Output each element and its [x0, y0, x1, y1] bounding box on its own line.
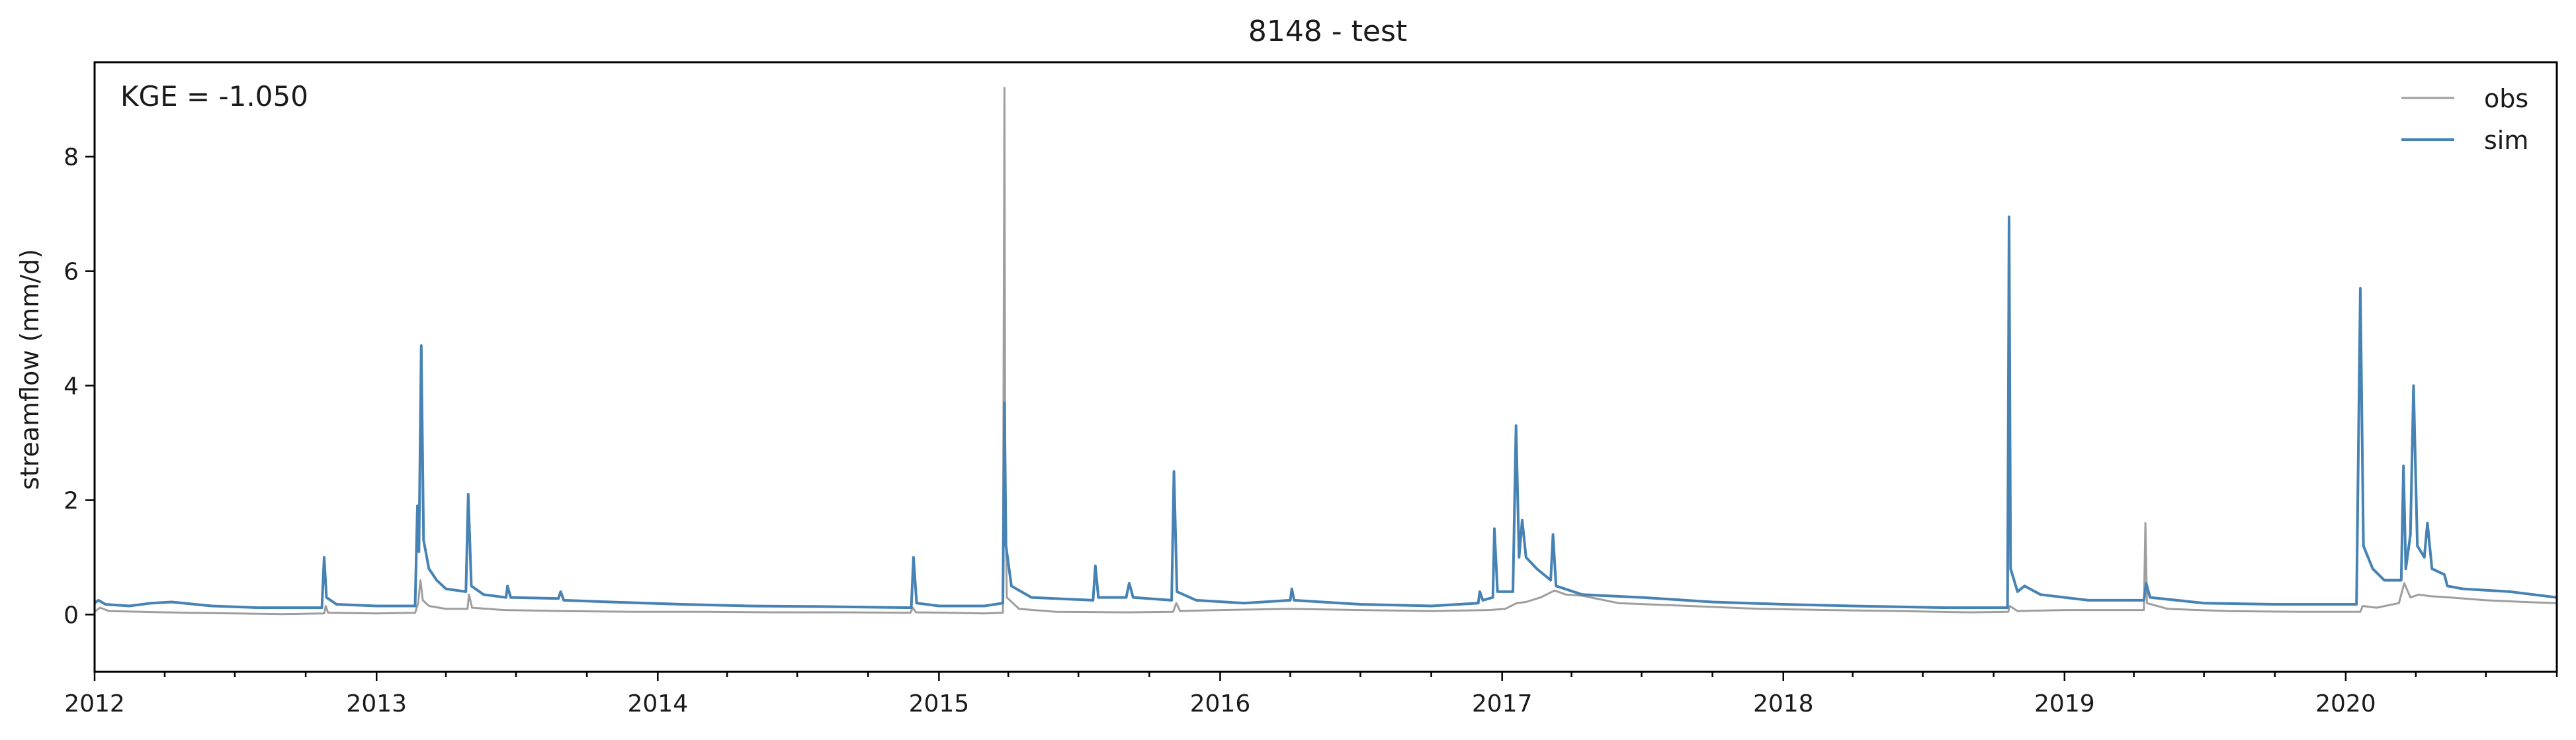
plot-frame [93, 61, 2558, 673]
legend-label-sim: sim [2484, 126, 2528, 155]
x-tick-label: 2015 [909, 690, 970, 717]
y-tick-label: 2 [64, 488, 79, 515]
y-tick-label: 4 [64, 373, 79, 400]
x-tick-label: 2019 [2034, 690, 2095, 717]
legend: obs sim [2401, 84, 2528, 155]
kge-annotation: KGE = -1.050 [120, 80, 308, 113]
y-axis-ticks: 0 2 4 6 8 [64, 144, 95, 629]
x-tick-label: 2018 [1753, 690, 1814, 717]
x-tick-label: 2014 [627, 690, 688, 717]
chart-title: 8148 - test [1248, 15, 1407, 48]
y-tick-label: 8 [64, 144, 79, 171]
y-tick-label: 6 [64, 259, 79, 286]
x-tick-label: 2020 [2315, 690, 2376, 717]
x-tick-label: 2012 [64, 690, 125, 717]
series-line-obs [95, 87, 2557, 616]
x-tick-label: 2013 [346, 690, 407, 717]
y-tick-label: 0 [64, 602, 79, 629]
x-tick-label: 2017 [1472, 690, 1533, 717]
x-axis-ticks: 2012 2013 2014 2015 2016 2017 2018 2019 2020 [64, 672, 2558, 717]
series-layer [95, 87, 2557, 616]
series-line-sim [95, 215, 2557, 610]
legend-label-obs: obs [2484, 84, 2528, 113]
y-axis-label: streamflow (mm/d) [15, 249, 44, 490]
x-tick-label: 2016 [1190, 690, 1251, 717]
